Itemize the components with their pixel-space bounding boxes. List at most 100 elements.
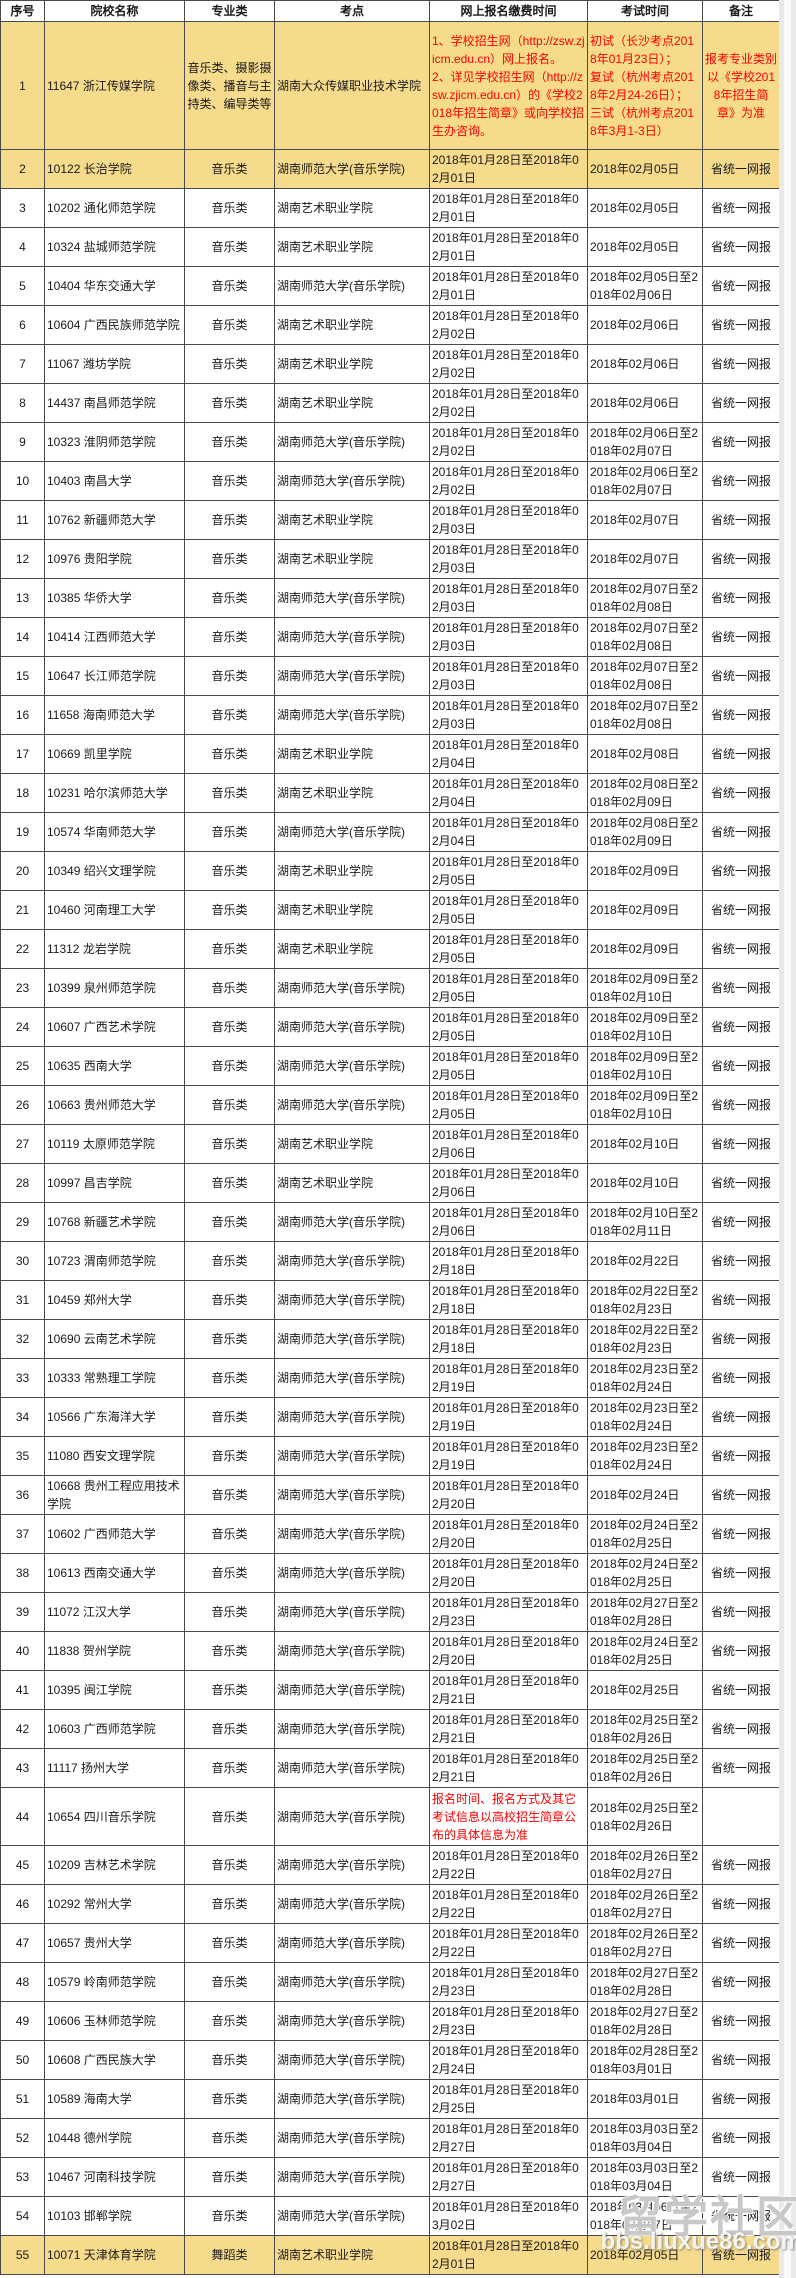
cell-note: 省统一网报 bbox=[702, 2079, 780, 2119]
cell-no: 14 bbox=[0, 617, 45, 657]
column-header: 考试时间 bbox=[587, 0, 703, 22]
table-row: 26 10663 贵州师范大学 音乐类 湖南师范大学(音乐学院) 2018年01月28日… bbox=[0, 1085, 780, 1125]
cell-school: 10395 闽江学院 bbox=[44, 1670, 185, 1710]
cell-site: 湖南师范大学(音乐学院) bbox=[274, 1514, 430, 1554]
table-row: 17 10669 凯里学院 音乐类 湖南艺术职业学院 2018年01月28日至2018年… bbox=[0, 734, 780, 774]
cell-note: 省统一网报 bbox=[702, 344, 780, 384]
cell-school: 10723 渭南师范学院 bbox=[44, 1241, 185, 1281]
cell-note: 省统一网报 bbox=[702, 266, 780, 306]
cell-major: 音乐类 bbox=[184, 2079, 275, 2119]
cell-school: 10467 河南科技学院 bbox=[44, 2157, 185, 2197]
table-row: 30 10723 渭南师范学院 音乐类 湖南师范大学(音乐学院) 2018年01月28日… bbox=[0, 1241, 780, 1281]
cell-reg: 2018年01月28日至2018年02月18日 bbox=[429, 1280, 588, 1320]
cell-note: 省统一网报 bbox=[702, 1475, 780, 1515]
cell-site: 湖南艺术职业学院 bbox=[274, 1163, 430, 1203]
cell-exam: 2018年02月25日至2018年02月26日 bbox=[587, 1787, 703, 1846]
cell-school: 11647 浙江传媒学院 bbox=[44, 21, 185, 150]
cell-note: 省统一网报 bbox=[702, 1007, 780, 1047]
cell-major: 音乐类 bbox=[184, 617, 275, 657]
cell-school: 10690 云南艺术学院 bbox=[44, 1319, 185, 1359]
cell-site: 湖南艺术职业学院 bbox=[274, 227, 430, 267]
cell-school: 10669 凯里学院 bbox=[44, 734, 185, 774]
table-row: 49 10606 玉林师范学院 音乐类 湖南师范大学(音乐学院) 2018年01月28日… bbox=[0, 2001, 780, 2041]
cell-reg: 2018年01月28日至2018年02月20日 bbox=[429, 1553, 588, 1593]
cell-reg: 2018年01月28日至2018年02月05日 bbox=[429, 1007, 588, 1047]
cell-school: 10603 广西师范学院 bbox=[44, 1709, 185, 1749]
cell-reg: 2018年01月28日至2018年02月03日 bbox=[429, 539, 588, 579]
cell-no: 13 bbox=[0, 578, 45, 618]
cell-note: 省统一网报 bbox=[702, 1962, 780, 2002]
cell-note: 省统一网报 bbox=[702, 968, 780, 1008]
cell-no: 5 bbox=[0, 266, 45, 306]
cell-school: 14437 南昌师范学院 bbox=[44, 383, 185, 423]
cell-site: 湖南师范大学(音乐学院) bbox=[274, 1046, 430, 1086]
cell-major: 音乐类 bbox=[184, 1787, 275, 1846]
cell-school: 11072 江汉大学 bbox=[44, 1592, 185, 1632]
cell-site: 湖南师范大学(音乐学院) bbox=[274, 2157, 430, 2197]
scrollbar-track[interactable] bbox=[784, 0, 791, 2278]
cell-major: 音乐类 bbox=[184, 1358, 275, 1398]
cell-exam: 2018年02月25日至2018年02月26日 bbox=[587, 1709, 703, 1749]
cell-exam: 2018年02月08日 bbox=[587, 734, 703, 774]
cell-exam: 2018年02月26日至2018年02月27日 bbox=[587, 1845, 703, 1885]
cell-exam: 2018年02月22日至2018年02月23日 bbox=[587, 1319, 703, 1359]
cell-major: 音乐类 bbox=[184, 812, 275, 852]
cell-site: 湖南艺术职业学院 bbox=[274, 2235, 430, 2275]
exam-schedule-table: 序号 院校名称 专业类 考点 网上报名缴费时间 考试时间 备注 1 11647 浙江传媒学院音… bbox=[0, 0, 780, 2275]
cell-site: 湖南师范大学(音乐学院) bbox=[274, 2196, 430, 2236]
cell-school: 10323 淮阴师范学院 bbox=[44, 422, 185, 462]
cell-major: 音乐类 bbox=[184, 461, 275, 501]
cell-school: 10976 贵阳学院 bbox=[44, 539, 185, 579]
cell-major: 音乐类 bbox=[184, 1670, 275, 1710]
cell-site: 湖南师范大学(音乐学院) bbox=[274, 1553, 430, 1593]
cell-reg: 2018年01月28日至2018年02月06日 bbox=[429, 1124, 588, 1164]
cell-school: 10404 华东交通大学 bbox=[44, 266, 185, 306]
table-row: 10 10403 南昌大学 音乐类 湖南师范大学(音乐学院) 2018年01月28日至2… bbox=[0, 461, 780, 501]
cell-no: 21 bbox=[0, 890, 45, 930]
table-row: 31 10459 郑州大学 音乐类 湖南师范大学(音乐学院) 2018年01月28日至2… bbox=[0, 1280, 780, 1320]
cell-school: 10566 广东海洋大学 bbox=[44, 1397, 185, 1437]
cell-no: 40 bbox=[0, 1631, 45, 1671]
cell-note: 省统一网报 bbox=[702, 1670, 780, 1710]
cell-note: 省统一网报 bbox=[702, 1202, 780, 1242]
cell-exam: 2018年02月10日至2018年02月11日 bbox=[587, 1202, 703, 1242]
cell-major: 音乐类 bbox=[184, 1709, 275, 1749]
cell-reg: 2018年01月28日至2018年02月01日 bbox=[429, 149, 588, 189]
cell-exam: 2018年02月09日 bbox=[587, 929, 703, 969]
cell-site: 湖南师范大学(音乐学院) bbox=[274, 1670, 430, 1710]
table-row: 50 10608 广西民族大学 音乐类 湖南师范大学(音乐学院) 2018年01月28日… bbox=[0, 2040, 780, 2080]
cell-school: 10668 贵州工程应用技术学院 bbox=[44, 1475, 185, 1515]
cell-site: 湖南师范大学(音乐学院) bbox=[274, 1202, 430, 1242]
cell-note: 报考专业类别以《学校2018年招生简章》为准 bbox=[702, 21, 780, 150]
cell-reg: 2018年01月28日至2018年02月06日 bbox=[429, 1163, 588, 1203]
column-header: 考点 bbox=[274, 0, 430, 22]
cell-school: 10647 长江师范学院 bbox=[44, 656, 185, 696]
cell-reg: 2018年01月28日至2018年02月05日 bbox=[429, 851, 588, 891]
table-row: 21 10460 河南理工大学 音乐类 湖南艺术职业学院 2018年01月28日至201… bbox=[0, 890, 780, 930]
table-row: 46 10292 常州大学 音乐类 湖南师范大学(音乐学院) 2018年01月28日至2… bbox=[0, 1884, 780, 1924]
cell-note: 省统一网报 bbox=[702, 539, 780, 579]
cell-exam: 2018年02月27日至2018年02月28日 bbox=[587, 2001, 703, 2041]
cell-no: 4 bbox=[0, 227, 45, 267]
cell-reg: 报名时间、报名方式及其它考试信息以高校招生简章公布的具体信息为准 bbox=[429, 1787, 588, 1846]
cell-school: 10385 华侨大学 bbox=[44, 578, 185, 618]
cell-school: 10768 新疆艺术学院 bbox=[44, 1202, 185, 1242]
cell-major: 音乐类 bbox=[184, 2040, 275, 2080]
cell-exam: 2018年02月07日至2018年02月08日 bbox=[587, 656, 703, 696]
cell-reg: 2018年01月28日至2018年02月01日 bbox=[429, 188, 588, 228]
cell-no: 36 bbox=[0, 1475, 45, 1515]
cell-no: 46 bbox=[0, 1884, 45, 1924]
cell-site: 湖南师范大学(音乐学院) bbox=[274, 149, 430, 189]
cell-note: 省统一网报 bbox=[702, 2118, 780, 2158]
cell-no: 15 bbox=[0, 656, 45, 696]
cell-exam: 2018年02月06日 bbox=[587, 305, 703, 345]
cell-reg: 2018年01月28日至2018年02月20日 bbox=[429, 1475, 588, 1515]
table-row: 32 10690 云南艺术学院 音乐类 湖南师范大学(音乐学院) 2018年01月28日… bbox=[0, 1319, 780, 1359]
cell-school: 10071 天津体育学院 bbox=[44, 2235, 185, 2275]
cell-site: 湖南艺术职业学院 bbox=[274, 773, 430, 813]
table-row: 25 10635 西南大学 音乐类 湖南师范大学(音乐学院) 2018年01月28日至2… bbox=[0, 1046, 780, 1086]
cell-school: 10608 广西民族大学 bbox=[44, 2040, 185, 2080]
cell-exam: 2018年02月24日至2018年02月25日 bbox=[587, 1514, 703, 1554]
cell-school: 10324 盐城师范学院 bbox=[44, 227, 185, 267]
cell-no: 24 bbox=[0, 1007, 45, 1047]
